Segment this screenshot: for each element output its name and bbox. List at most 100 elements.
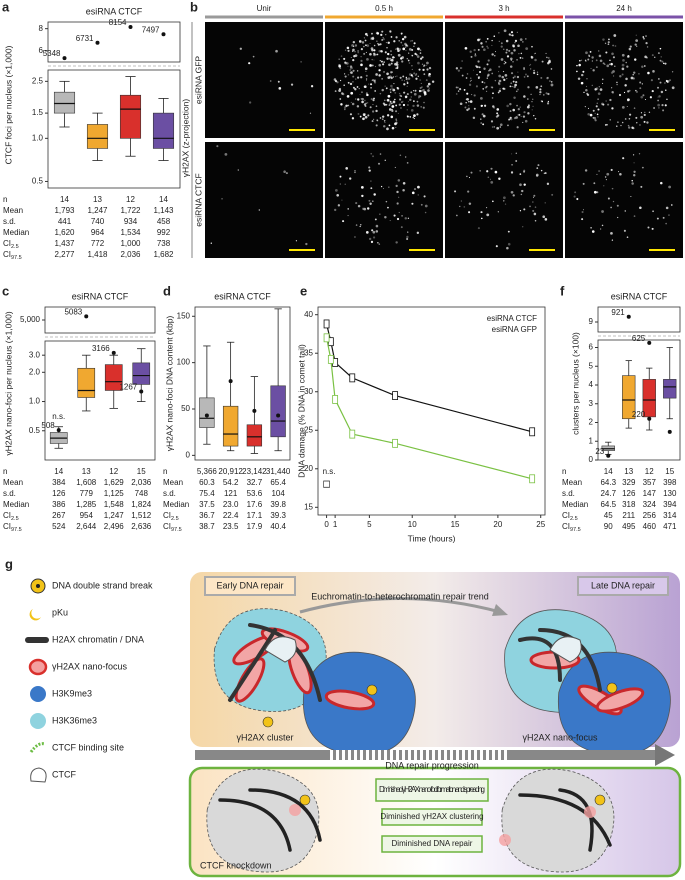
y-tick-label: 15	[304, 502, 313, 511]
speckle	[576, 64, 578, 67]
speckle	[216, 145, 219, 148]
speckle	[493, 35, 496, 37]
speckle	[616, 125, 618, 127]
speckle	[486, 45, 488, 48]
speckle	[473, 107, 476, 110]
y-axis-label: clusters per nucleus (×100)	[570, 332, 580, 435]
speckle	[535, 86, 539, 89]
speckle	[383, 71, 385, 73]
table-row-label: Median	[562, 500, 588, 509]
speckle	[668, 185, 672, 189]
speckle	[349, 69, 351, 71]
box	[222, 405, 239, 447]
speckle	[651, 227, 654, 230]
outlier	[95, 40, 100, 45]
speckle	[581, 218, 584, 221]
speckle	[372, 99, 375, 102]
y-tick-label: 2.0	[29, 367, 41, 376]
speckle	[356, 86, 359, 88]
speckle	[376, 53, 379, 56]
speckle	[363, 207, 367, 211]
speckle	[425, 93, 427, 95]
speckle	[468, 211, 471, 214]
speckle	[401, 60, 404, 63]
speckle	[352, 75, 355, 78]
speckle	[631, 126, 634, 129]
speckle	[546, 76, 549, 79]
speckle	[501, 75, 505, 79]
speckle	[659, 81, 662, 84]
speckle	[499, 88, 501, 90]
speckle	[468, 105, 470, 107]
table-cell: 121	[224, 489, 238, 498]
y-tick-label: 2.5	[32, 76, 44, 85]
speckle	[465, 98, 468, 101]
speckle	[531, 109, 533, 111]
speckle	[510, 171, 514, 174]
y-tick-label: 0	[186, 450, 191, 459]
table-cell: 964	[91, 228, 105, 237]
speckle	[386, 127, 389, 131]
icon-ctcf	[30, 767, 47, 783]
speckle	[650, 79, 653, 82]
speckle	[413, 117, 415, 120]
point-box	[529, 474, 536, 484]
speckle	[352, 59, 355, 62]
speckle	[363, 37, 366, 39]
speckle	[360, 48, 363, 51]
speckle	[389, 75, 392, 79]
speckle	[491, 44, 493, 46]
speckle	[370, 38, 373, 41]
table-cell: 1,247	[87, 206, 108, 215]
box	[270, 385, 286, 438]
speckle	[389, 100, 392, 103]
y-tick-label: 150	[177, 311, 191, 320]
speckle	[602, 38, 605, 41]
table-cell: 75.4	[199, 489, 215, 498]
speckle	[541, 60, 544, 63]
speckle	[631, 182, 634, 185]
speckle	[616, 83, 618, 86]
legend-text: CTCF binding site	[52, 742, 124, 752]
table-cell: 329	[622, 478, 636, 487]
table-cell: 12	[126, 195, 135, 204]
speckle	[546, 102, 550, 105]
speckle	[612, 70, 615, 73]
speckle	[666, 98, 668, 101]
speckle	[671, 71, 674, 73]
speckle	[526, 75, 529, 78]
y-tick-label: 25	[304, 425, 313, 434]
table-row-label-text: n	[3, 195, 7, 204]
speckle	[394, 76, 396, 78]
speckle	[362, 207, 365, 211]
dsb-icon	[594, 794, 606, 806]
speckle	[419, 87, 422, 90]
speckle	[341, 199, 343, 201]
speckle	[592, 69, 595, 72]
table-cell: 1,285	[76, 500, 97, 509]
speckle	[357, 76, 360, 79]
speckle	[486, 77, 488, 79]
table-cell: 22.4	[223, 511, 239, 520]
progress-stripe	[420, 750, 423, 760]
speckle	[398, 48, 402, 51]
table-cell: 14	[604, 467, 613, 476]
table-row-label-sub: 97.5	[11, 255, 22, 261]
table-cell: 13	[82, 467, 91, 476]
speckle	[629, 113, 632, 116]
speckle	[411, 49, 414, 51]
speckle	[386, 72, 389, 76]
y-tick-label: 1	[589, 436, 594, 445]
speckle	[500, 42, 503, 45]
speckle	[457, 90, 460, 92]
speckle	[459, 67, 462, 69]
speckle	[406, 115, 409, 118]
outlier-label: 3166	[92, 344, 110, 353]
speckle	[386, 114, 390, 117]
speckle	[459, 205, 461, 208]
speckle	[369, 106, 372, 109]
table-cell: 2,644	[76, 522, 97, 531]
speckle	[402, 181, 406, 185]
speckle	[405, 44, 408, 47]
speckle	[504, 203, 507, 205]
